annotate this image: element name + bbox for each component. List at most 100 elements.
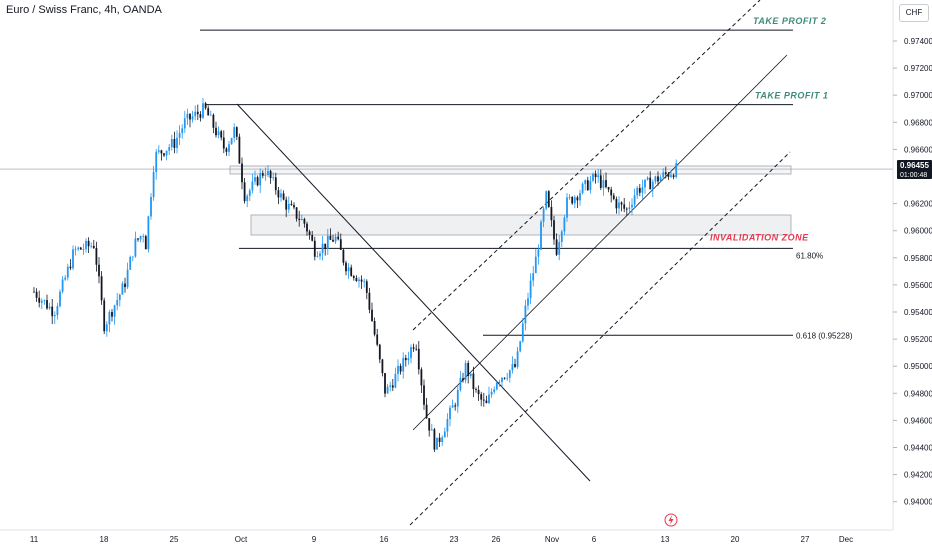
candle [490, 388, 493, 398]
candle [316, 251, 319, 258]
candle [230, 137, 233, 145]
candle [74, 245, 77, 256]
candle-body [53, 314, 56, 317]
candle-body [576, 197, 579, 201]
candle-body [384, 373, 386, 394]
candle-body [566, 197, 568, 218]
candle [155, 149, 158, 180]
candle-body [529, 280, 532, 299]
candle-body [139, 236, 142, 240]
candle-body [111, 312, 113, 317]
candle-body [482, 399, 485, 401]
candle-body [241, 163, 243, 183]
candle [51, 299, 54, 325]
candle [126, 262, 129, 289]
candle [568, 194, 571, 200]
supply-zone [229, 165, 792, 175]
candle-body [261, 173, 264, 176]
candle [186, 108, 189, 126]
candle-body [235, 127, 238, 137]
candle-body [670, 175, 672, 177]
candle-body [40, 300, 43, 303]
candle-body [290, 203, 293, 206]
price-tick-label: 0.96200 [904, 200, 932, 209]
candle [438, 433, 441, 447]
candle [368, 287, 371, 314]
candle-body [433, 429, 436, 450]
time-tick-label: 11 [30, 535, 39, 544]
candle [456, 385, 459, 413]
candle-body [376, 334, 379, 345]
candle-body [332, 239, 334, 242]
candle [371, 302, 373, 322]
candle-body [95, 247, 98, 265]
candle [381, 358, 384, 377]
candle [662, 168, 665, 180]
candle [61, 275, 64, 294]
candle-body [150, 197, 152, 217]
candle [469, 373, 472, 379]
candle [272, 172, 275, 181]
candle [550, 200, 553, 227]
candle-body [238, 136, 241, 164]
candle [339, 233, 342, 251]
candle [72, 245, 74, 271]
candle-body [644, 179, 646, 188]
candle [163, 152, 165, 157]
candle [207, 105, 210, 116]
candle-body [495, 382, 498, 390]
candle [391, 379, 394, 392]
candle [90, 242, 93, 249]
candle [633, 188, 636, 209]
candle-body [329, 235, 332, 240]
candle-body [38, 297, 41, 303]
candle-body [462, 378, 464, 381]
candle-body [46, 300, 48, 309]
candle-body [612, 195, 615, 200]
candle [165, 150, 168, 161]
candle-body [589, 180, 592, 191]
candle [134, 231, 137, 258]
time-tick-label: 9 [312, 535, 317, 544]
candle [46, 294, 48, 310]
candle-body [493, 389, 496, 392]
candle [553, 215, 555, 245]
candle-body [516, 351, 519, 367]
candle-body [428, 418, 431, 431]
candle [290, 200, 293, 206]
candle [108, 309, 111, 333]
candle-body [134, 238, 137, 257]
candle [519, 340, 522, 353]
candle [313, 236, 316, 261]
candle [631, 198, 633, 215]
candle-body [230, 137, 233, 145]
candle [33, 287, 35, 293]
time-tick-label: Oct [235, 535, 248, 544]
candle-body [319, 253, 321, 257]
candle-body [170, 139, 173, 148]
candle [581, 182, 584, 195]
candle [659, 175, 662, 182]
candle [433, 427, 436, 452]
candle [355, 275, 358, 282]
time-tick-label: 16 [380, 535, 389, 544]
candle [40, 298, 43, 309]
candle-body [66, 266, 69, 278]
candle [475, 387, 477, 393]
candle [654, 175, 657, 185]
candle [111, 309, 113, 322]
currency-badge[interactable]: CHF [899, 4, 929, 22]
candle-body [178, 133, 181, 138]
candle [675, 159, 678, 179]
candle-body [100, 276, 103, 301]
candle-body [628, 207, 631, 209]
candle [324, 243, 327, 256]
candle [482, 392, 485, 407]
candle-body [105, 324, 108, 332]
candle [651, 179, 654, 197]
candle-body [77, 247, 80, 250]
candle [173, 131, 176, 154]
